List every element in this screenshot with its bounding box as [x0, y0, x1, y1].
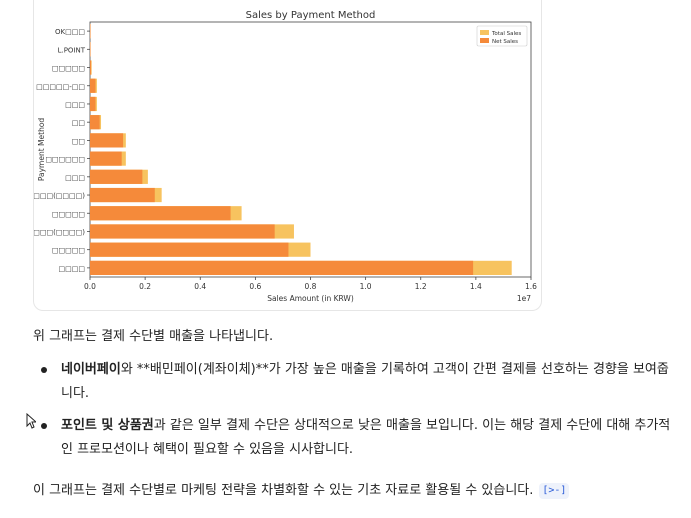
- list-item: 네이버페이와 **배민페이(계좌이체)**가 가장 높은 매출을 기록하여 고객…: [33, 358, 673, 406]
- y-tick-label: □□□□(□□□□): [34, 192, 85, 200]
- bar-net-sales: [90, 169, 143, 184]
- x-tick-label: 1.6: [525, 282, 537, 291]
- bar-net-sales: [90, 224, 275, 239]
- plot-frame: [89, 21, 532, 278]
- bar-net-sales: [90, 115, 100, 130]
- chart-title: Sales by Payment Method: [246, 10, 376, 21]
- chart-card: Sales by Payment Method OK□□□ L.POINT □□□□□…: [33, 0, 542, 311]
- insight-list: 네이버페이와 **배민페이(계좌이체)**가 가장 높은 매출을 기록하여 고객…: [33, 358, 673, 470]
- x-axis-label: Sales Amount (in KRW): [267, 294, 354, 303]
- bar-net-sales: [90, 24, 91, 39]
- bullet-dot: [41, 367, 47, 373]
- conclusion-paragraph: 이 그래프는 결제 수단별로 마케팅 전략을 차별화할 수 있는 기초 자료로 …: [33, 480, 570, 502]
- bar-net-sales: [90, 242, 289, 257]
- bullet-text: 과 같은 일부 결제 수단은 상대적으로 낮은 매출을 보입니다. 이는 해당 …: [61, 418, 671, 457]
- y-tick-label: □□□□□-□□: [36, 83, 85, 91]
- x-tick-label: 1.4: [470, 282, 482, 291]
- bullet-dot: [41, 423, 47, 429]
- y-tick-label: □□□□□: [52, 247, 85, 255]
- y-tick-label: L.POINT: [58, 46, 86, 54]
- bar-net-sales: [90, 60, 92, 75]
- bar-net-sales: [90, 206, 231, 221]
- bar-net-sales: [90, 78, 96, 93]
- x-tick-label: 0.8: [305, 282, 317, 291]
- y-tick-label: □□□□□: [52, 65, 85, 73]
- bar-net-sales: [90, 42, 91, 57]
- list-item: 포인트 및 상품권과 같은 일부 결제 수단은 상대적으로 낮은 매출을 보입니…: [33, 414, 673, 462]
- x-tick-label: 0.4: [194, 282, 206, 291]
- y-tick-label: □□: [72, 137, 85, 145]
- y-tick-label: □□□□□: [52, 210, 85, 218]
- legend-swatch: [480, 38, 489, 43]
- bar-net-sales: [90, 133, 124, 148]
- bar-net-sales: [90, 151, 122, 166]
- x-tick-label: 0.6: [249, 282, 261, 291]
- x-tick-label: 0.0: [84, 282, 96, 291]
- x-tick-label: 1.2: [415, 282, 427, 291]
- y-tick-label: OK□□□: [55, 28, 85, 36]
- y-tick-label: □□□: [65, 101, 85, 109]
- bar-net-sales: [90, 187, 155, 203]
- bar-net-sales: [90, 260, 474, 275]
- x-multiplier-label: 1e7: [517, 294, 531, 303]
- y-tick-label: □□□□: [59, 265, 85, 273]
- bullet-text: 와 **배민페이(계좌이체)**가 가장 높은 매출을 기록하여 고객이 간편 …: [61, 362, 669, 401]
- legend-label: Net Sales: [492, 39, 518, 45]
- bar-net-sales: [90, 96, 96, 112]
- y-tick-label: □□□: [65, 174, 85, 182]
- citation-link[interactable]: [>-]: [539, 482, 570, 499]
- mouse-cursor-icon: [26, 413, 36, 429]
- summary-paragraph: 위 그래프는 결제 수단별 매출을 나타냅니다.: [33, 329, 274, 344]
- y-axis-label: Payment Method: [37, 118, 46, 182]
- bullet-bold-text: 네이버페이: [61, 362, 121, 377]
- sales-by-payment-chart: Sales by Payment MethodOK□□□L.POINT□□□□□…: [34, 10, 537, 303]
- conclusion-text: 이 그래프는 결제 수단별로 마케팅 전략을 차별화할 수 있는 기초 자료로 …: [33, 483, 534, 498]
- y-tick-label: □□□□□□: [45, 156, 85, 164]
- legend-box: [476, 25, 528, 47]
- y-tick-label: □□□□(□□□□): [34, 228, 85, 236]
- x-tick-label: 0.2: [139, 282, 151, 291]
- y-tick-label: □□: [72, 119, 85, 127]
- legend-label: Total Sales: [491, 31, 521, 37]
- x-tick-label: 1.0: [360, 282, 372, 291]
- legend-swatch: [480, 30, 489, 35]
- bullet-bold-text: 포인트 및 상품권: [61, 418, 154, 433]
